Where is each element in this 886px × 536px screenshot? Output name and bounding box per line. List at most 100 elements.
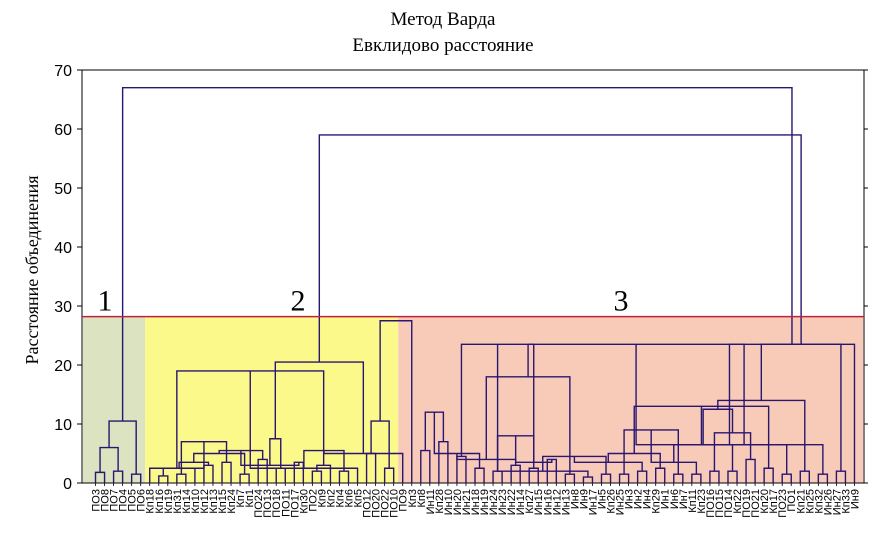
leaf-label: Ин1 xyxy=(660,489,672,509)
leaf-label: Кп4 xyxy=(334,489,346,507)
leaf-label: Ин27 xyxy=(831,489,843,515)
leaf-label: Кп25 xyxy=(804,489,816,514)
leaf-label: ПО24 xyxy=(253,489,265,518)
chart-subtitle: Евклидово расстояние xyxy=(352,35,534,56)
leaf-label: Кп21 xyxy=(795,489,807,514)
leaf-label: ПО15 xyxy=(714,489,726,518)
leaf-label: Ин8 xyxy=(569,489,581,509)
leaf-label: Ин11 xyxy=(425,489,437,514)
leaf-label: Ин9 xyxy=(578,489,590,509)
dendrogram-link xyxy=(379,320,413,483)
y-tick-label: 30 xyxy=(54,299,72,316)
leaf-label: Ин2 xyxy=(633,489,645,509)
leaf-label: Кп19 xyxy=(163,489,175,514)
y-tick-label: 50 xyxy=(54,181,72,198)
leaf-label: Ин26 xyxy=(822,489,834,515)
leaf-label: ПО12 xyxy=(362,489,374,518)
leaf-label: Ин21 xyxy=(461,489,473,515)
leaf-label: Ин18 xyxy=(470,489,482,515)
leaf-label: Ин15 xyxy=(533,489,545,515)
leaf-label: Кп15 xyxy=(217,489,229,514)
leaf-label: Ин22 xyxy=(506,489,518,515)
leaf-label: Ин9 xyxy=(849,489,861,509)
leaf-label: ПО14 xyxy=(723,489,735,518)
y-tick-label: 60 xyxy=(54,122,72,139)
leaf-label: Ин24 xyxy=(488,489,500,515)
leaf-label: ПО21 xyxy=(750,489,762,518)
leaf-label: Кп17 xyxy=(768,489,780,514)
leaf-label: Кп27 xyxy=(524,489,536,514)
leaf-label: Кп13 xyxy=(208,489,220,514)
leaf-label: Ин17 xyxy=(587,489,599,515)
y-tick-label: 10 xyxy=(54,417,72,434)
leaf-label: Ин3 xyxy=(624,489,636,509)
leaf-label: ПО8 xyxy=(100,489,112,512)
cluster-number-3: 3 xyxy=(614,285,629,318)
leaf-label: ПО17 xyxy=(289,489,301,518)
leaf-label: Кп6 xyxy=(344,489,356,507)
leaf-label: Кп10 xyxy=(190,489,202,514)
plot-frame xyxy=(81,69,865,484)
leaf-label: Ин14 xyxy=(515,489,527,515)
leaf-label: Кп26 xyxy=(606,489,618,514)
leaf-label: Кп31 xyxy=(172,489,184,514)
leaf-label: ПО1 xyxy=(786,489,798,512)
cluster-band-2 xyxy=(145,316,399,483)
cluster-number-2: 2 xyxy=(291,285,306,318)
leaf-label: ПО4 xyxy=(118,489,130,512)
cluster-number-1: 1 xyxy=(98,285,113,318)
y-tick-label: 0 xyxy=(63,476,72,493)
leaf-label: Кп7 xyxy=(235,489,247,507)
leaf-label: Кп1 xyxy=(244,489,256,507)
leaf-label: Кп18 xyxy=(145,489,157,514)
leaf-label: Ин25 xyxy=(615,489,627,515)
leaf-label: Кп9 xyxy=(316,489,328,507)
leaf-label: Ин10 xyxy=(443,489,455,515)
leaf-label: Кп11 xyxy=(687,489,699,513)
leaf-label: Ин13 xyxy=(560,489,572,515)
y-axis-label: Расстояние объединения xyxy=(22,175,42,364)
cluster-band-1 xyxy=(83,316,146,483)
leaf-label: ПО10 xyxy=(389,489,401,518)
leaf-label: Кп32 xyxy=(813,489,825,514)
dendrogram-link xyxy=(318,134,802,363)
leaf-label: Кп2 xyxy=(325,489,337,507)
leaf-label: ПО19 xyxy=(741,489,753,518)
leaf-label: Кп24 xyxy=(226,489,238,514)
chart-title: Метод Варда xyxy=(390,9,496,30)
leaf-label: Ин6 xyxy=(669,489,681,509)
y-tick-label: 20 xyxy=(54,358,72,375)
leaf-label: ПО23 xyxy=(777,489,789,518)
y-tick-label: 70 xyxy=(54,63,72,80)
leaf-label: Кп5 xyxy=(353,489,365,507)
leaf-label: Кп28 xyxy=(434,489,446,514)
leaf-label: Кп30 xyxy=(298,489,310,514)
leaf-label: Ин19 xyxy=(479,489,491,515)
y-tick-label: 40 xyxy=(54,240,72,257)
leaf-label: Ин16 xyxy=(542,489,554,515)
leaf-label: Кп12 xyxy=(199,489,211,514)
dendrogram-link xyxy=(121,86,793,422)
leaf-label: ПО2 xyxy=(307,489,319,512)
leaf-label: ПО20 xyxy=(371,489,383,518)
leaf-label: Кп20 xyxy=(759,489,771,514)
leaf-label: ПО18 xyxy=(271,489,283,518)
leaf-label: Кп23 xyxy=(696,489,708,514)
leaf-label: ПО6 xyxy=(136,489,148,512)
leaf-label: ПО9 xyxy=(398,489,410,512)
leaf-label: Кп33 xyxy=(840,489,852,514)
leaf-label: Кп8 xyxy=(416,489,428,507)
leaf-label: ПО3 xyxy=(91,489,103,512)
leaf-label: ПО16 xyxy=(705,489,717,518)
leaf-label: Ин5 xyxy=(596,489,608,509)
leaf-label: Ин23 xyxy=(497,489,509,515)
leaf-label: Ин4 xyxy=(642,489,654,509)
leaf-label: Кп14 xyxy=(181,489,193,514)
leaf-label: ПО13 xyxy=(262,489,274,518)
leaf-label: Ин7 xyxy=(678,489,690,509)
leaf-label: Кп22 xyxy=(732,489,744,514)
leaf-label: Кп16 xyxy=(154,489,166,514)
leaf-label: Ин12 xyxy=(551,489,563,515)
leaf-label: ПО22 xyxy=(380,489,392,518)
